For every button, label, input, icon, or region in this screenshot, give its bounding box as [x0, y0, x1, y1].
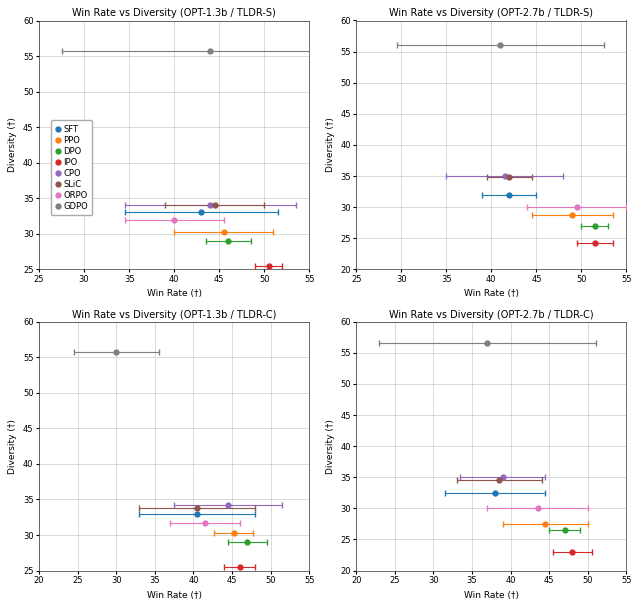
Y-axis label: Diversity (†): Diversity (†) [326, 117, 335, 172]
X-axis label: Win Rate (†): Win Rate (†) [147, 590, 202, 599]
Title: Win Rate vs Diversity (OPT-2.7b / TLDR-S): Win Rate vs Diversity (OPT-2.7b / TLDR-S… [389, 9, 593, 18]
X-axis label: Win Rate (†): Win Rate (†) [464, 289, 519, 299]
Y-axis label: Diversity (†): Diversity (†) [8, 419, 17, 474]
Y-axis label: Diversity (†): Diversity (†) [8, 117, 17, 172]
Legend: SFT, PPO, DPO, IPO, CPO, SLiC, ORPO, GDPO: SFT, PPO, DPO, IPO, CPO, SLiC, ORPO, GDP… [51, 120, 92, 215]
X-axis label: Win Rate (†): Win Rate (†) [464, 590, 519, 599]
Y-axis label: Diversity (†): Diversity (†) [326, 419, 335, 474]
Title: Win Rate vs Diversity (OPT-1.3b / TLDR-S): Win Rate vs Diversity (OPT-1.3b / TLDR-S… [72, 9, 276, 18]
Title: Win Rate vs Diversity (OPT-2.7b / TLDR-C): Win Rate vs Diversity (OPT-2.7b / TLDR-C… [389, 309, 594, 320]
Title: Win Rate vs Diversity (OPT-1.3b / TLDR-C): Win Rate vs Diversity (OPT-1.3b / TLDR-C… [72, 309, 276, 320]
X-axis label: Win Rate (†): Win Rate (†) [147, 289, 202, 299]
